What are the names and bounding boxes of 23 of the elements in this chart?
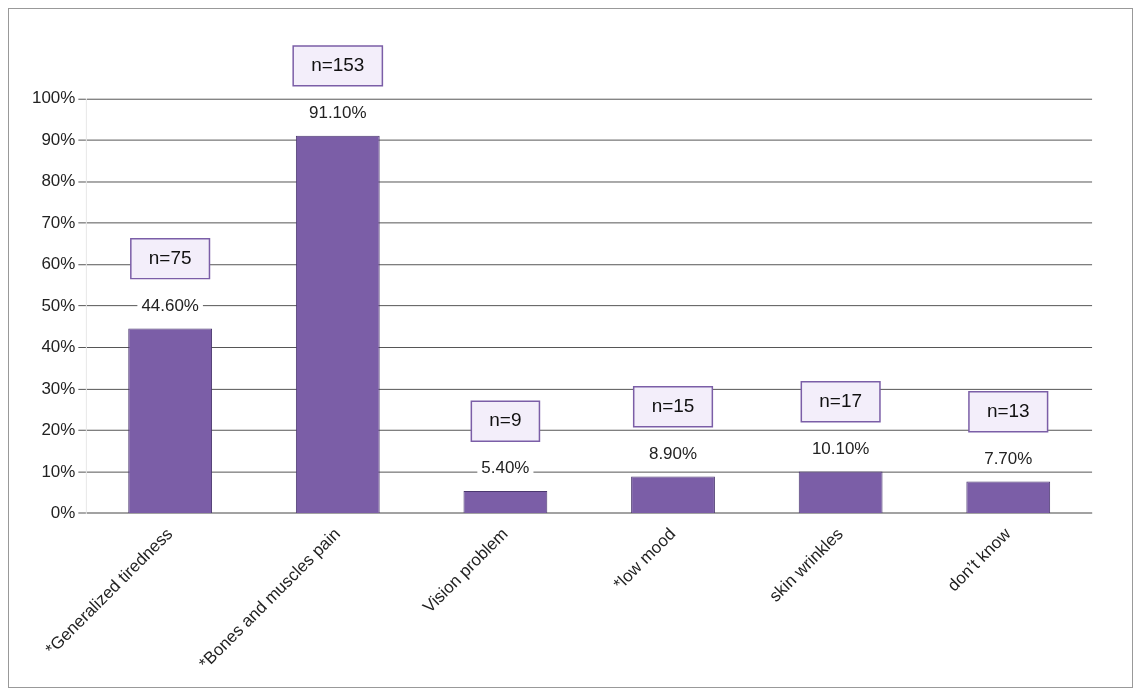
text: n=153 bbox=[311, 54, 365, 76]
y-tick-label: 100% bbox=[32, 88, 76, 108]
data-label: 10.10% bbox=[811, 438, 870, 458]
y-tick-label: 30% bbox=[41, 378, 76, 398]
data-label: 7.70% bbox=[984, 448, 1033, 468]
y-tick-label: 60% bbox=[41, 254, 76, 274]
y-tick-label: 10% bbox=[41, 461, 76, 481]
data-label: 5.40% bbox=[481, 458, 530, 478]
annotation: n=17 bbox=[819, 389, 862, 411]
annotation: n=15 bbox=[651, 394, 695, 416]
y-tick-label: 0% bbox=[50, 503, 76, 523]
data-label: 44.60% bbox=[141, 295, 199, 315]
y-tick-label: 90% bbox=[41, 129, 76, 149]
y-tick-label: 40% bbox=[41, 337, 76, 357]
y-tick-label: 50% bbox=[41, 295, 76, 315]
y-tick-label: 70% bbox=[41, 212, 76, 232]
annotation: n=75 bbox=[148, 246, 192, 268]
y-tick-label: 20% bbox=[41, 420, 76, 440]
data-label: 8.90% bbox=[648, 443, 698, 463]
annotation: n=13 bbox=[986, 399, 1030, 421]
annotation: n=9 bbox=[489, 409, 522, 431]
data-label: 91.10% bbox=[309, 102, 367, 122]
y-tick-label: 80% bbox=[41, 171, 76, 191]
